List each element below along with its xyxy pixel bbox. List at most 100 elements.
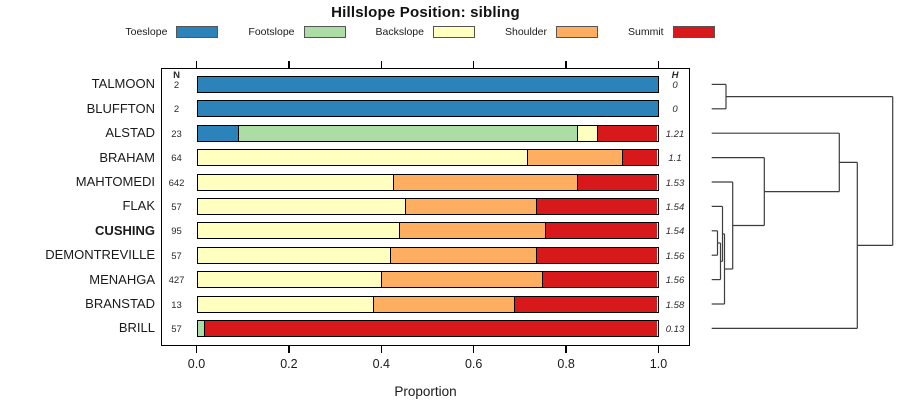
axis-tick-label: 0.4 (372, 357, 390, 371)
h-cell: 1.56 (665, 250, 685, 262)
row-label: BRANSTAD (85, 296, 155, 311)
n-cell: 2 (173, 104, 180, 116)
legend-item: Summit (628, 26, 715, 38)
row-label: FLAK (122, 198, 155, 214)
bar-segment-shoulder (381, 272, 543, 288)
n-cell: 23 (171, 128, 182, 140)
bar-segment-summit (597, 125, 658, 141)
axis-tick-bottom (195, 346, 198, 353)
bar-segment-backslope (197, 296, 373, 312)
row-label: BRAHAM (99, 149, 155, 165)
plot-area-box (161, 68, 690, 346)
n-cell: 57 (171, 250, 182, 262)
n-cell: 642 (168, 177, 185, 189)
bar-segment-shoulder (390, 247, 536, 263)
h-cell: 0.13 (665, 323, 685, 335)
axis-tick-top (565, 61, 567, 68)
axis-tick-label: 0.2 (280, 357, 298, 371)
h-value: 0 (672, 80, 678, 92)
bar-segment-footslope (237, 125, 578, 141)
axis-tick-bottom (288, 346, 290, 353)
bar-segment-shoulder (404, 198, 536, 214)
row-label: MAHTOMEDI (75, 174, 155, 189)
stacked-bar (196, 197, 659, 215)
row-label: DEMONTREVILLE (45, 247, 155, 263)
row-label: BRILL (118, 320, 155, 336)
n-column-header: N (173, 69, 180, 81)
axis-tick-bottom (472, 346, 475, 353)
bar-segment-backslope (577, 125, 598, 141)
legend-label: Footslope (248, 26, 295, 38)
legend-swatch (432, 26, 475, 38)
bar-segment-backslope (197, 174, 394, 190)
stacked-bar (196, 173, 659, 191)
axis-tick-top (195, 61, 198, 68)
bar-segment-toeslope (197, 76, 658, 92)
h-column-header: H (671, 69, 679, 81)
stacked-bar (196, 100, 659, 118)
bar-segment-backslope (197, 198, 405, 214)
legend-item: Toeslope (125, 26, 219, 38)
n-cell: 64 (171, 153, 182, 165)
chart-title: Hillslope Position: sibling (331, 4, 520, 21)
axis-tick-bottom (380, 346, 383, 353)
bar-segment-summit (542, 272, 658, 288)
n-cell: 427 (168, 275, 185, 287)
row-label: MENAHGA (89, 271, 155, 287)
bar-segment-summit (545, 223, 658, 239)
axis-tick-label: 0.0 (187, 357, 206, 371)
stacked-bar (196, 295, 659, 313)
bar-segment-backslope (197, 247, 391, 263)
legend-label: Toeslope (125, 26, 168, 38)
legend: Toeslope Footslope Backslope Shoulder Summit (120, 26, 720, 38)
legend-item: Backslope (376, 26, 475, 38)
legend-label: Shoulder (504, 26, 548, 38)
legend-swatch (556, 26, 599, 38)
bar-segment-backslope (197, 150, 527, 166)
bar-segment-shoulder (398, 223, 546, 239)
bar-segment-summit (535, 198, 658, 214)
bar-segment-shoulder (372, 296, 515, 312)
legend-swatch (176, 26, 219, 38)
stacked-bar (196, 222, 659, 240)
axis-tick-bottom (565, 346, 567, 353)
bar-segment-backslope (197, 272, 382, 288)
axis-tick-top (657, 61, 660, 68)
legend-swatch (672, 26, 715, 38)
axis-tick-bottom (657, 346, 660, 353)
n-cell: 57 (171, 323, 182, 335)
stacked-bar (196, 319, 659, 337)
stacked-bar (196, 271, 659, 289)
bar-segment-summit (535, 247, 658, 263)
stacked-bar (196, 75, 659, 93)
bar-segment-shoulder (393, 174, 577, 190)
x-axis-label: Proportion (394, 384, 457, 399)
bar-segment-footslope (197, 320, 205, 336)
bar-segment-summit (204, 320, 658, 336)
legend-label: Backslope (375, 26, 424, 38)
h-cell: 1.54 (665, 201, 685, 213)
h-cell: 1.21 (665, 128, 685, 140)
row-label: TALMOON (91, 76, 155, 92)
bar-segment-toeslope (197, 125, 238, 141)
bar-segment-backslope (197, 223, 399, 239)
h-cell: 1.1 (668, 153, 682, 165)
legend-item: Shoulder (504, 26, 599, 38)
n-cell: 95 (171, 226, 182, 238)
stacked-bar (196, 246, 659, 264)
bar-segment-toeslope (197, 101, 658, 117)
row-label: CUSHING (95, 222, 155, 238)
h-cell: 0 (672, 104, 678, 116)
n-cell: 57 (171, 201, 182, 213)
axis-tick-label: 0.6 (464, 357, 483, 371)
h-cell: 1.53 (665, 177, 685, 189)
row-label: BLUFFTON (86, 100, 155, 116)
h-cell: 1.54 (665, 226, 685, 238)
legend-label: Summit (628, 26, 664, 38)
legend-item: Footslope (248, 26, 346, 38)
axis-tick-top (380, 61, 383, 68)
